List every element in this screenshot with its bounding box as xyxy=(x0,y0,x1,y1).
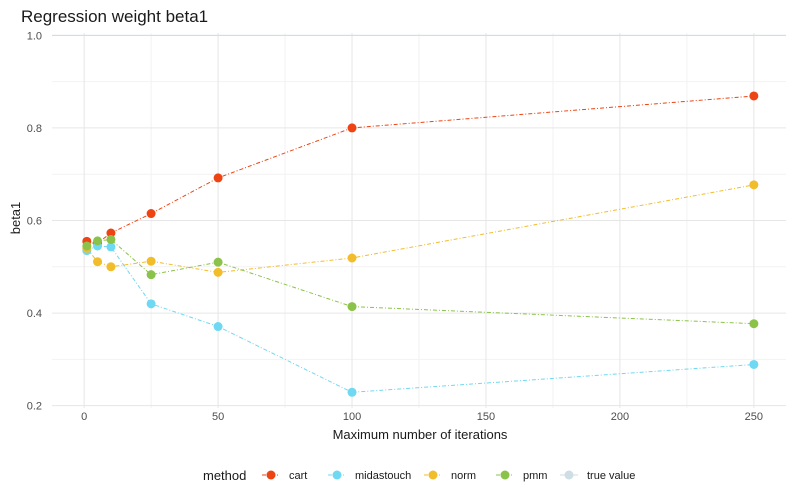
point-norm xyxy=(106,262,116,272)
y-tick-label: 1.0 xyxy=(27,30,42,42)
legend-label: cart xyxy=(289,470,307,482)
series-line-pmm xyxy=(86,238,754,325)
series-line-norm xyxy=(86,184,754,273)
legend: method cart midastouch norm pmm true value xyxy=(203,468,635,483)
point-norm xyxy=(213,267,223,277)
point-pmm xyxy=(146,270,156,280)
point-norm xyxy=(146,256,156,266)
y-axis-ticks: 0.2 0.4 0.6 0.8 1.0 xyxy=(27,30,42,412)
x-axis-title: Maximum number of iterations xyxy=(333,427,508,442)
legend-label: true value xyxy=(587,470,635,482)
legend-key-point xyxy=(332,470,342,480)
point-norm xyxy=(347,253,357,263)
point-cart xyxy=(146,209,156,219)
y-tick-label: 0.8 xyxy=(27,123,42,135)
point-midastouch xyxy=(347,387,357,397)
point-cart xyxy=(749,91,759,101)
series-line-cart xyxy=(86,95,754,244)
series-points xyxy=(82,91,759,397)
legend-key-point xyxy=(428,470,438,480)
point-cart xyxy=(213,173,223,183)
chart-title: Regression weight beta1 xyxy=(21,7,208,26)
point-cart xyxy=(106,228,116,238)
legend-key-point xyxy=(564,470,574,480)
point-pmm xyxy=(347,302,357,312)
legend-item-true-value: true value xyxy=(560,470,635,482)
legend-item-midastouch: midastouch xyxy=(328,470,411,482)
x-tick-label: 50 xyxy=(212,411,224,423)
point-pmm xyxy=(749,319,759,329)
x-tick-label: 200 xyxy=(611,411,629,423)
legend-label: pmm xyxy=(523,470,547,482)
legend-title: method xyxy=(203,468,246,483)
legend-item-cart: cart xyxy=(262,470,307,482)
y-tick-label: 0.6 xyxy=(27,216,42,228)
x-axis-ticks: 0 50 100 150 200 250 xyxy=(81,411,763,423)
legend-label: midastouch xyxy=(355,470,411,482)
major-gridlines xyxy=(52,33,786,408)
legend-key-point xyxy=(266,470,276,480)
point-norm xyxy=(93,257,103,267)
legend-item-pmm: pmm xyxy=(496,470,547,482)
legend-key-point xyxy=(500,470,510,480)
point-pmm xyxy=(213,257,223,267)
point-midastouch xyxy=(146,299,156,309)
point-pmm xyxy=(106,234,116,244)
point-pmm xyxy=(93,236,103,246)
legend-label: norm xyxy=(451,470,476,482)
point-cart xyxy=(347,123,357,133)
point-midastouch xyxy=(749,359,759,369)
point-pmm xyxy=(82,241,92,251)
y-tick-label: 0.4 xyxy=(27,308,42,320)
x-tick-label: 100 xyxy=(343,411,361,423)
point-midastouch xyxy=(213,322,223,332)
x-tick-label: 250 xyxy=(745,411,763,423)
point-norm xyxy=(749,180,759,190)
x-tick-label: 0 xyxy=(81,411,87,423)
x-tick-label: 150 xyxy=(477,411,495,423)
series-line-midastouch xyxy=(86,245,754,393)
y-tick-label: 0.2 xyxy=(27,401,42,413)
point-midastouch xyxy=(106,242,116,252)
y-axis-title: beta1 xyxy=(8,202,23,235)
legend-item-norm: norm xyxy=(424,470,476,482)
